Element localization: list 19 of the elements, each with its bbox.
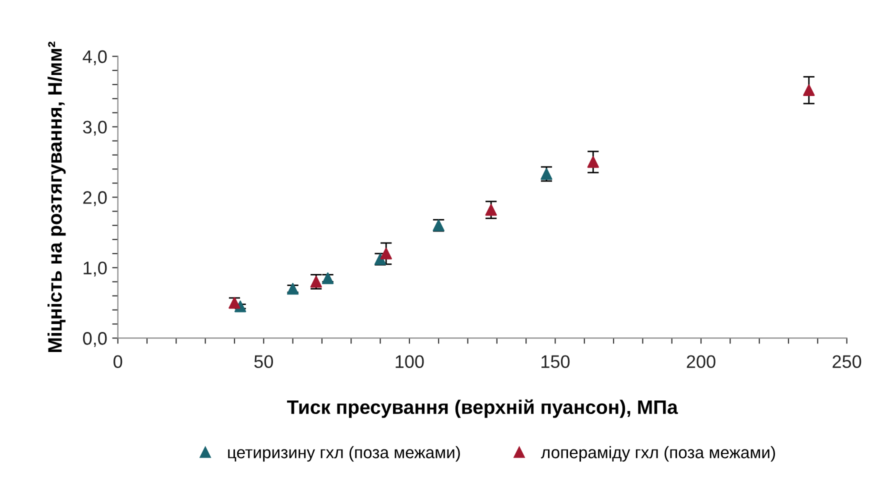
- legend-label: цетиризину гхл (поза межами): [228, 446, 460, 462]
- x-tick-label: 100: [396, 355, 424, 368]
- point: [803, 84, 815, 96]
- point: [485, 204, 497, 216]
- x-axis-title: Тиск пресування (верхній пуансон), МПа: [287, 399, 678, 418]
- y-tick-label: 0,0: [83, 332, 107, 347]
- x-tick-label: 250: [832, 355, 862, 368]
- y-tick-label: 4,0: [82, 50, 107, 66]
- legend-label: лопераміду гхл (поза межами): [541, 446, 775, 462]
- x-tick-label: 200: [686, 355, 716, 368]
- y-tick-label: 2,0: [83, 191, 107, 206]
- y-axis-title: Міцність на розтягування, Н/мм²: [48, 42, 66, 352]
- x-tick-label: 50: [254, 355, 273, 368]
- x-tick-label: 0: [114, 355, 122, 368]
- y-tick-label: 1,0: [84, 262, 107, 277]
- point: [380, 248, 392, 260]
- y-tick-label: 3,0: [83, 120, 107, 136]
- point: [587, 156, 599, 168]
- x-tick-label: 150: [542, 355, 570, 368]
